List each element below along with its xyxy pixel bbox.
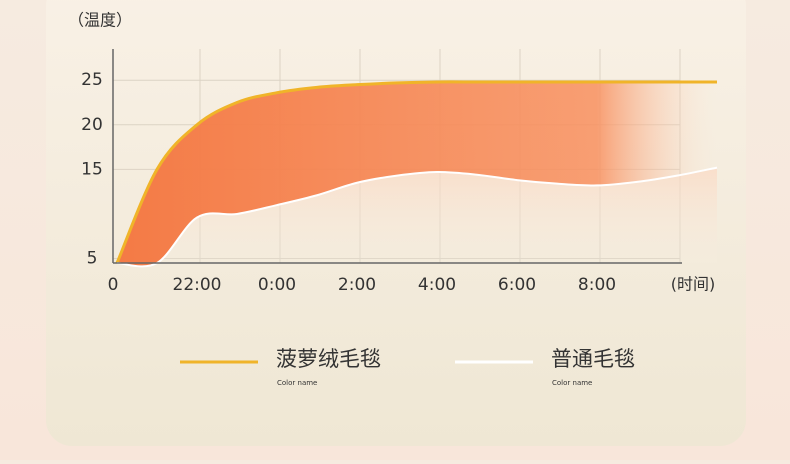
area-lower bbox=[117, 167, 717, 267]
y-tick-label: 20 bbox=[81, 115, 103, 135]
y-tick-label: 5 bbox=[87, 249, 98, 269]
legend-label: 普通毛毯 bbox=[551, 347, 635, 371]
series-line bbox=[115, 80, 717, 264]
series-line bbox=[116, 166, 718, 268]
x-tick-label: 8:00 bbox=[578, 275, 616, 295]
y-tick-label: 25 bbox=[81, 70, 103, 90]
legend-note: Color name bbox=[277, 379, 317, 387]
legend: 菠萝绒毛毯 Color name 普通毛毯 Color name bbox=[180, 347, 635, 387]
x-tick-label: 2:00 bbox=[338, 275, 376, 295]
x-tick-label: 0:00 bbox=[258, 275, 296, 295]
legend-label: 菠萝绒毛毯 bbox=[276, 347, 381, 371]
x-tick-label: 0 bbox=[108, 275, 119, 295]
legend-note: Color name bbox=[552, 379, 592, 387]
x-tick-label: 22:00 bbox=[173, 275, 222, 295]
x-tick-label: 6:00 bbox=[498, 275, 536, 295]
y-tick-label: 15 bbox=[81, 159, 103, 179]
area-upper bbox=[117, 81, 717, 267]
x-tick-label: 4:00 bbox=[418, 275, 456, 295]
x-axis-label: (时间) bbox=[671, 275, 716, 294]
y-axis-label: （温度） bbox=[68, 11, 132, 30]
